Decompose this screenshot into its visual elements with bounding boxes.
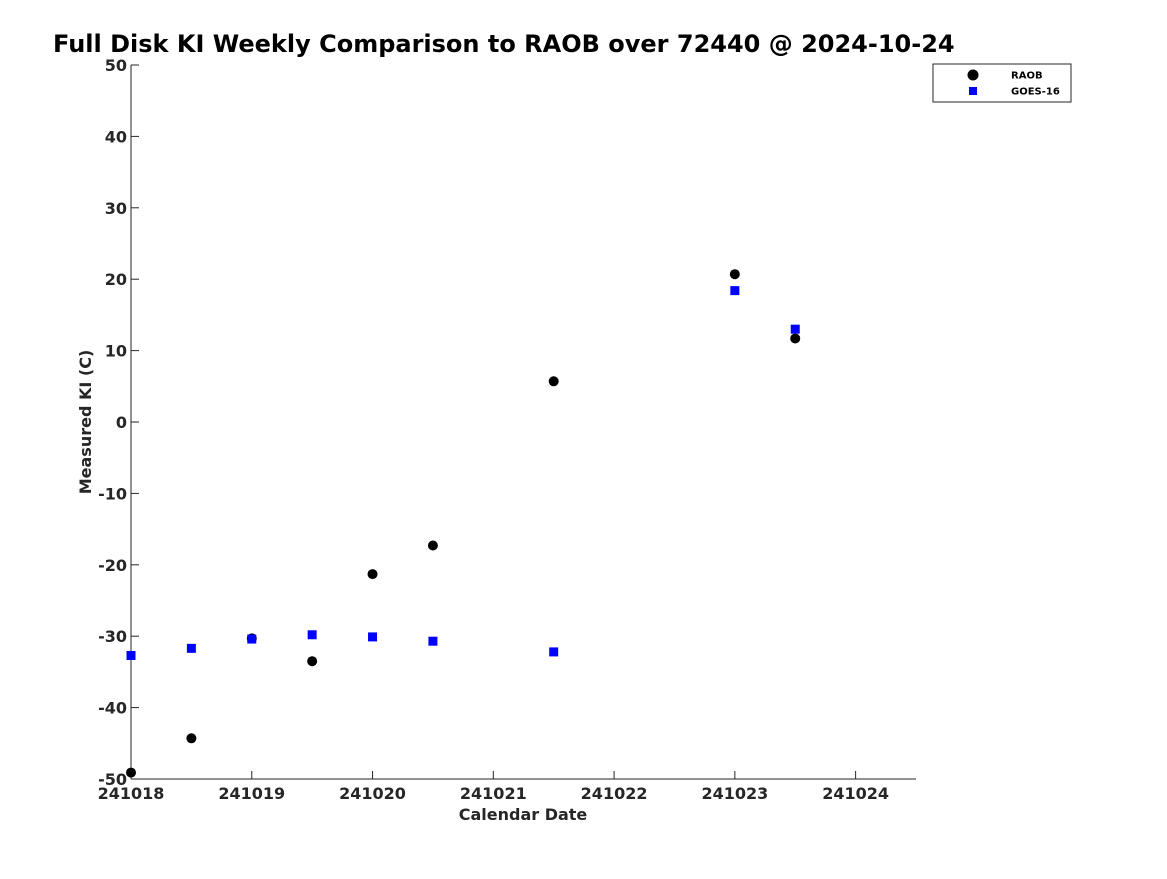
legend-label-goes-16: GOES-16 [1011, 87, 1060, 98]
x-axis-label: Calendar Date [459, 805, 588, 824]
raob-point [186, 733, 197, 744]
series-goes-16 [126, 286, 800, 660]
y-tick-label: 20 [105, 270, 127, 289]
x-tick-label: 241020 [339, 784, 406, 803]
y-tick-label: 40 [105, 127, 127, 146]
x-tick-label: 241022 [581, 784, 648, 803]
goes-16-point [790, 324, 800, 334]
goes-16-point [549, 647, 559, 657]
legend: RAOB GOES-16 [932, 63, 1072, 103]
goes-16-point [247, 634, 257, 644]
y-tick-label: 30 [105, 199, 127, 218]
goes-16-point [126, 650, 136, 660]
legend-marker-raob [967, 69, 979, 81]
goes-16-point [730, 286, 740, 296]
goes-16-point [428, 636, 438, 646]
raob-point [548, 376, 559, 387]
y-tick-label: -50 [98, 770, 127, 789]
y-tick-label: -20 [98, 556, 127, 575]
y-tick-label: 0 [116, 413, 127, 432]
chart-title: Full Disk KI Weekly Comparison to RAOB o… [53, 30, 955, 58]
raob-point [367, 569, 378, 580]
raob-point [790, 333, 801, 344]
legend-box [932, 63, 1072, 103]
goes-16-point [307, 630, 317, 640]
y-tick-label: -10 [98, 484, 127, 503]
y-tick-label: 10 [105, 342, 127, 361]
x-tick-label: 241019 [218, 784, 285, 803]
raob-point [307, 656, 318, 667]
data-marks [126, 269, 801, 778]
y-axis-label: Measured KI (C) [76, 350, 95, 495]
y-tick-label: -30 [98, 627, 127, 646]
series-raob [126, 269, 801, 778]
raob-point [427, 540, 438, 551]
y-tick-label: 50 [105, 56, 127, 75]
legend-label-raob: RAOB [1011, 71, 1043, 82]
x-tick-label: 241021 [460, 784, 527, 803]
x-tick-label: 241024 [822, 784, 889, 803]
x-tick-label: 241023 [701, 784, 768, 803]
x-tick-label: 241018 [98, 784, 165, 803]
legend-marker-goes-16 [969, 87, 977, 95]
y-tick-label: -40 [98, 699, 127, 718]
raob-point [729, 269, 740, 280]
goes-16-point [368, 632, 378, 642]
raob-point [126, 767, 136, 778]
goes-16-point [186, 643, 196, 653]
